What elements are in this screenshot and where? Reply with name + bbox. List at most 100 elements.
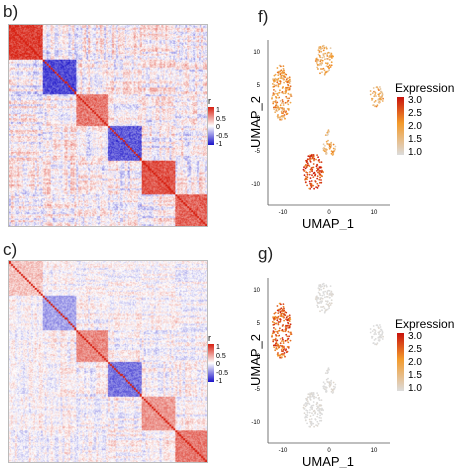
umap-point xyxy=(286,335,289,338)
umap-point xyxy=(283,307,285,310)
umap-point xyxy=(282,100,284,103)
umap-point xyxy=(317,168,319,171)
legend-tick: 1 xyxy=(216,344,220,351)
umap-point xyxy=(374,100,377,102)
umap-point xyxy=(281,329,284,331)
umap-point xyxy=(328,302,331,305)
umap-point xyxy=(318,411,321,413)
umap-points-f xyxy=(271,44,384,190)
umap-point xyxy=(279,308,281,311)
umap-point xyxy=(278,91,281,94)
umap-point xyxy=(326,134,329,137)
legend-tick: 0.5 xyxy=(216,353,226,360)
y-tick-label: -5 xyxy=(255,149,261,155)
umap-point xyxy=(374,343,377,345)
umap-point xyxy=(325,391,327,393)
umap-point xyxy=(322,381,325,384)
umap-point xyxy=(308,187,311,190)
umap-point xyxy=(305,175,307,178)
umap-point xyxy=(310,155,312,157)
umap-point xyxy=(274,339,277,341)
legend-tick: -0.5 xyxy=(216,370,228,377)
umap-point xyxy=(272,340,275,343)
umap-point xyxy=(325,47,328,50)
umap-point xyxy=(372,325,375,327)
umap-point xyxy=(279,73,282,76)
umap-point xyxy=(285,78,288,81)
umap-point xyxy=(272,330,275,332)
umap-point xyxy=(304,167,307,170)
umap-point xyxy=(312,404,315,407)
umap-point xyxy=(277,72,280,74)
umap-point xyxy=(277,94,279,96)
umap-point xyxy=(312,157,314,160)
umap-point xyxy=(325,284,328,287)
umap-point xyxy=(308,411,311,414)
umap-point xyxy=(306,414,309,417)
umap-point xyxy=(282,86,284,88)
x-tick-label: -10 xyxy=(279,448,288,454)
umap-point xyxy=(304,178,307,180)
umap-point xyxy=(280,340,283,342)
umap-point xyxy=(279,80,282,83)
umap-point xyxy=(280,69,283,72)
umap-point xyxy=(326,52,329,55)
umap-point xyxy=(281,350,283,352)
expression-colorbar xyxy=(397,333,404,391)
umap-point xyxy=(322,287,325,290)
umap-point xyxy=(321,309,323,312)
umap-point xyxy=(318,173,321,175)
umap-point xyxy=(376,86,379,89)
umap-point xyxy=(324,383,326,385)
umap-point xyxy=(377,331,380,334)
umap-point xyxy=(326,372,329,375)
umap-point xyxy=(321,71,323,74)
umap-point xyxy=(304,419,307,421)
umap-point xyxy=(316,154,318,156)
umap-point xyxy=(282,92,285,95)
umap-point xyxy=(317,291,320,294)
umap-point xyxy=(313,159,315,162)
umap-point xyxy=(312,184,315,187)
umap-point xyxy=(327,303,329,306)
umap-point xyxy=(287,99,290,102)
umap-point xyxy=(369,90,372,92)
legend-title-expression: Expression xyxy=(395,81,454,95)
umap-point xyxy=(281,356,283,358)
umap-point xyxy=(274,315,277,318)
umap-point xyxy=(289,85,292,88)
umap-point xyxy=(306,411,309,414)
umap-point xyxy=(286,108,289,110)
umap-point xyxy=(319,298,322,301)
umap-point xyxy=(289,316,291,319)
umap-point xyxy=(379,96,382,98)
umap-point xyxy=(276,330,278,333)
umap-point xyxy=(287,89,289,91)
umap-point xyxy=(308,418,311,421)
umap-point xyxy=(320,63,323,65)
correlation-heatmap-c xyxy=(8,260,208,463)
umap-point xyxy=(323,56,325,58)
umap-point xyxy=(323,150,326,153)
x-tick-label: 0 xyxy=(327,448,331,454)
umap-point xyxy=(279,76,282,78)
umap-point xyxy=(279,318,282,321)
umap-point xyxy=(310,418,313,420)
umap-plot-g: 10 5 0 -5 -10 -10 0 10 UMAP_1 UMAP_2 xyxy=(250,278,390,468)
heatmap-legend-b: r 1 0.5 0 -0.5 -1 xyxy=(208,96,228,148)
umap-point xyxy=(273,346,276,349)
umap-point xyxy=(325,285,328,288)
legend-tick: 0 xyxy=(216,124,220,131)
umap-point xyxy=(328,368,330,371)
umap-point xyxy=(286,319,289,322)
umap-point xyxy=(319,412,321,415)
umap-point xyxy=(281,347,284,349)
umap-point xyxy=(381,338,384,340)
umap-point xyxy=(306,396,309,399)
umap-point xyxy=(376,324,379,327)
umap-point xyxy=(275,103,278,105)
umap-point xyxy=(308,396,310,399)
umap-point xyxy=(273,338,276,341)
umap-point xyxy=(309,415,312,417)
umap-point xyxy=(334,145,337,148)
